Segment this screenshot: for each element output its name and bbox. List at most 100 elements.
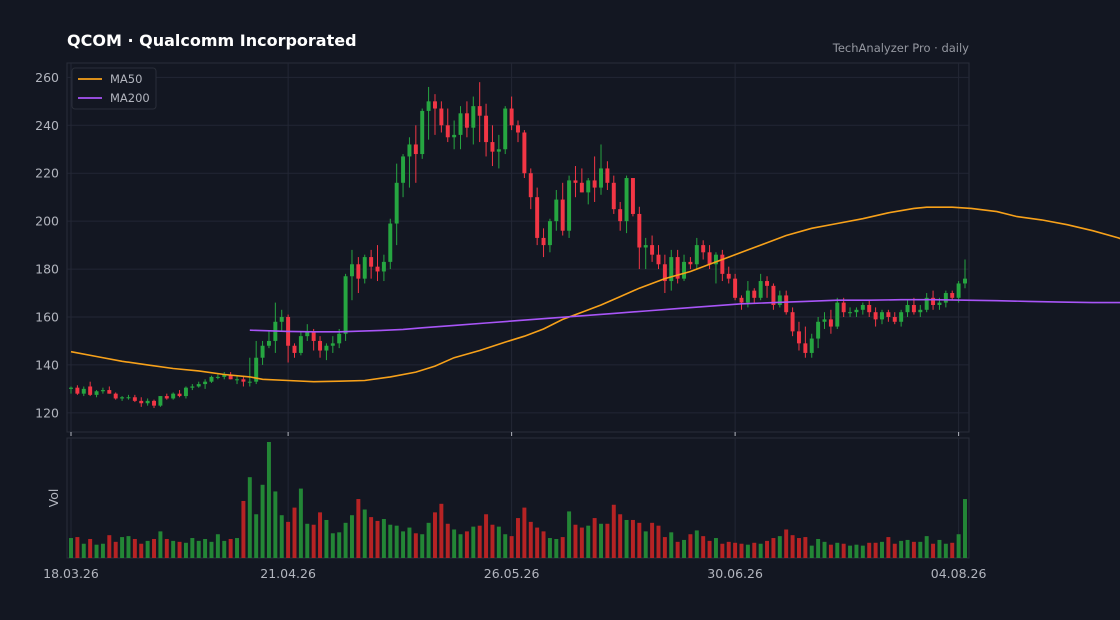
candle-body	[662, 264, 667, 282]
volume-bar	[618, 514, 623, 558]
volume-bar	[643, 531, 648, 558]
candle	[516, 120, 520, 143]
candle	[401, 154, 406, 198]
candle-body	[688, 261, 693, 265]
volume-bar	[541, 531, 546, 558]
candle	[822, 312, 827, 329]
candle	[94, 390, 99, 398]
candle	[509, 96, 514, 131]
volume-bar	[784, 529, 789, 558]
candle-body	[107, 390, 112, 394]
candle	[892, 312, 897, 325]
volume-bar	[107, 535, 112, 558]
candle	[171, 392, 176, 400]
volume-bar	[803, 537, 808, 558]
candle	[183, 386, 188, 399]
volume-bar	[931, 543, 936, 558]
candle	[567, 175, 572, 238]
candle-body	[152, 400, 156, 406]
candle	[752, 288, 757, 303]
candle-body	[560, 199, 565, 231]
volume-bar	[873, 542, 878, 558]
volume-bar	[375, 520, 380, 558]
candle	[298, 331, 303, 356]
candle	[471, 96, 476, 145]
candle-body	[120, 397, 125, 399]
candle	[835, 297, 840, 329]
candle	[203, 379, 208, 389]
candle-body	[528, 173, 533, 198]
volume-bar	[94, 544, 99, 558]
candle	[305, 324, 310, 341]
candle-body	[433, 101, 437, 109]
candle	[854, 307, 859, 317]
candle	[452, 120, 457, 150]
volume-bar	[471, 526, 476, 558]
candle	[905, 300, 910, 317]
volume-bar	[254, 514, 259, 558]
candle	[190, 384, 195, 391]
volume-bar	[452, 529, 457, 558]
candle	[803, 326, 808, 358]
volume-bar	[381, 519, 386, 558]
candle	[688, 257, 693, 270]
candle-body	[343, 276, 348, 334]
candle-body	[388, 223, 393, 262]
price-tick-label: 220	[35, 166, 59, 181]
candle-body	[509, 108, 514, 126]
volume-bar	[796, 538, 801, 558]
candle-body	[637, 213, 642, 248]
candle-body	[94, 391, 99, 395]
candle	[669, 249, 674, 291]
candle	[586, 178, 591, 205]
volume-bar	[924, 536, 929, 558]
candle-body	[69, 387, 73, 389]
candle	[522, 130, 527, 179]
candle-body	[337, 333, 342, 344]
series-line-ma200	[249, 298, 1120, 333]
candle-body	[943, 293, 948, 303]
candle	[758, 273, 763, 301]
candle	[458, 106, 463, 150]
volume-bar	[152, 538, 156, 558]
candle	[394, 163, 399, 246]
candle	[656, 245, 661, 270]
volume-bar	[158, 531, 163, 558]
candle-body	[458, 113, 463, 135]
candle-body	[139, 400, 144, 404]
chart-title: QCOM · Qualcomm Incorporated	[67, 31, 357, 50]
candle	[126, 394, 131, 400]
volume-bar	[279, 515, 284, 558]
volume-bar	[132, 538, 137, 558]
candle	[720, 249, 725, 282]
volume-bar	[209, 541, 214, 558]
candle	[592, 156, 597, 202]
volume-bar	[139, 543, 144, 558]
candle-body	[324, 345, 329, 351]
candle	[88, 381, 93, 397]
candle	[260, 340, 265, 365]
candle	[618, 201, 623, 231]
volume-bar	[458, 534, 463, 558]
candle	[611, 175, 616, 214]
candle-body	[599, 168, 603, 188]
candle-body	[790, 312, 795, 332]
candle-body	[624, 178, 629, 222]
volume-bar	[701, 536, 706, 558]
candle-body	[439, 108, 444, 126]
candle-body	[266, 340, 271, 346]
legend: MA50 MA200	[71, 67, 157, 110]
candle-body	[228, 374, 233, 380]
volume-bar	[228, 538, 233, 558]
volume-bar	[790, 535, 795, 558]
candle	[701, 240, 706, 260]
volume-bar	[905, 539, 910, 558]
volume-bar	[509, 536, 514, 558]
candle-body	[809, 338, 814, 353]
candle	[75, 385, 80, 395]
volume-bar	[694, 530, 699, 558]
volume-bar	[669, 532, 674, 558]
candle-body	[713, 254, 718, 265]
volume-bar	[305, 523, 310, 558]
